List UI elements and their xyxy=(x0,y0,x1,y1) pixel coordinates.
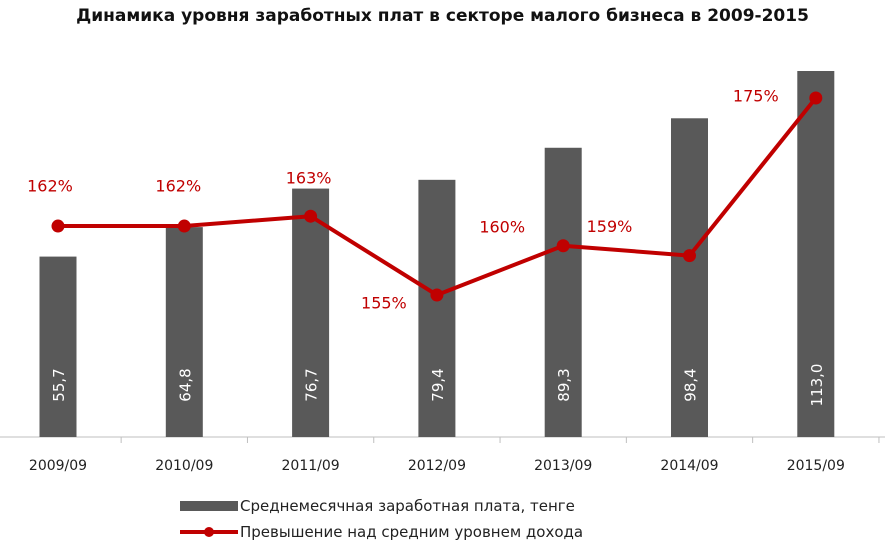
excess-value-label: 155% xyxy=(361,294,407,313)
chart-title: Динамика уровня заработных плат в сектор… xyxy=(76,6,809,26)
bar-2013/09 xyxy=(544,147,582,438)
excess-value-label: 159% xyxy=(587,217,633,236)
excess-point-2013/09 xyxy=(556,239,570,253)
legend-swatch-bar xyxy=(180,501,238,511)
bar-2015/09 xyxy=(797,71,835,437)
x-tick-label: 2015/09 xyxy=(787,458,845,474)
bar-value-label: 89,3 xyxy=(555,368,573,401)
excess-point-2009/09 xyxy=(51,219,65,233)
excess-point-2012/09 xyxy=(430,288,444,302)
bars-layer: 55,7 64,8 76,7 79,4 89,3 98,4 113,0 xyxy=(39,71,835,438)
legend: Среднемесячная заработная плата, тенге П… xyxy=(180,493,583,545)
excess-point-2015/09 xyxy=(809,91,823,105)
x-tick-label: 2009/09 xyxy=(29,458,87,474)
bar-2014/09 xyxy=(671,118,708,437)
excess-point-2014/09 xyxy=(683,249,696,263)
bar-2010/09 xyxy=(165,227,203,437)
legend-label-excess: Превышение над средним уровнем дохода xyxy=(240,523,584,541)
line-layer: 162% 162% 163% 155% 160% 159% 175% xyxy=(27,87,823,313)
excess-value-label: 162% xyxy=(155,177,201,196)
x-tick-label: 2013/09 xyxy=(534,458,592,474)
bar-2012/09 xyxy=(418,179,456,438)
excess-value-label: 163% xyxy=(286,169,332,188)
x-tick-label: 2014/09 xyxy=(660,458,718,474)
bar-value-label: 64,8 xyxy=(176,368,194,401)
excess-value-label: 175% xyxy=(733,87,779,106)
legend-item-salary: Среднемесячная заработная плата, тенге xyxy=(180,493,583,519)
bar-value-label: 113,0 xyxy=(808,364,826,407)
excess-point-2010/09 xyxy=(177,219,191,233)
x-tick-label: 2011/09 xyxy=(282,458,340,474)
bar-2009/09 xyxy=(39,256,77,437)
bar-value-label: 76,7 xyxy=(303,368,321,401)
legend-label-salary: Среднемесячная заработная плата, тенге xyxy=(240,497,575,515)
x-tick-label: 2010/09 xyxy=(155,458,213,474)
bar-value-label: 98,4 xyxy=(682,368,700,401)
excess-point-2011/09 xyxy=(304,209,318,223)
legend-swatch-line xyxy=(180,526,238,538)
x-axis-ticks: 2009/09 2010/09 2011/09 2012/09 2013/09 2014/… xyxy=(29,437,880,474)
bar-2011/09 xyxy=(292,188,330,437)
bar-value-label: 55,7 xyxy=(50,368,68,401)
legend-item-excess: Превышение над средним уровнем дохода xyxy=(180,519,583,545)
excess-value-label: 162% xyxy=(27,177,73,196)
bar-value-label: 79,4 xyxy=(429,368,447,401)
x-tick-label: 2012/09 xyxy=(408,458,466,474)
excess-value-label: 160% xyxy=(479,217,525,236)
